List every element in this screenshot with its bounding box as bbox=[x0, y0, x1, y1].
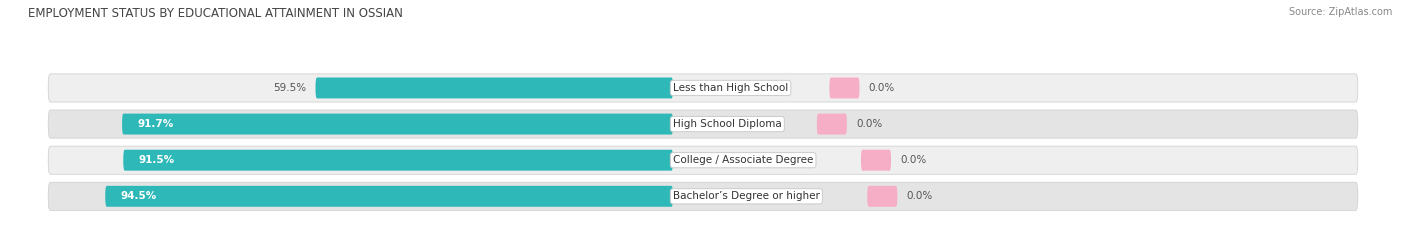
Text: EMPLOYMENT STATUS BY EDUCATIONAL ATTAINMENT IN OSSIAN: EMPLOYMENT STATUS BY EDUCATIONAL ATTAINM… bbox=[28, 7, 404, 20]
FancyBboxPatch shape bbox=[315, 78, 673, 98]
FancyBboxPatch shape bbox=[105, 186, 673, 207]
FancyBboxPatch shape bbox=[48, 182, 1358, 210]
FancyBboxPatch shape bbox=[124, 150, 673, 171]
Text: Less than High School: Less than High School bbox=[673, 83, 789, 93]
Text: Bachelor’s Degree or higher: Bachelor’s Degree or higher bbox=[673, 191, 820, 201]
FancyBboxPatch shape bbox=[868, 186, 897, 207]
Text: 0.0%: 0.0% bbox=[900, 155, 927, 165]
Text: 59.5%: 59.5% bbox=[273, 83, 307, 93]
Text: 94.5%: 94.5% bbox=[121, 191, 156, 201]
FancyBboxPatch shape bbox=[48, 146, 1358, 174]
FancyBboxPatch shape bbox=[860, 150, 891, 171]
Text: 0.0%: 0.0% bbox=[869, 83, 894, 93]
Text: 0.0%: 0.0% bbox=[907, 191, 932, 201]
FancyBboxPatch shape bbox=[817, 114, 846, 134]
FancyBboxPatch shape bbox=[48, 74, 1358, 102]
Text: Source: ZipAtlas.com: Source: ZipAtlas.com bbox=[1288, 7, 1392, 17]
Text: 0.0%: 0.0% bbox=[856, 119, 882, 129]
Text: High School Diploma: High School Diploma bbox=[673, 119, 782, 129]
Text: College / Associate Degree: College / Associate Degree bbox=[673, 155, 813, 165]
FancyBboxPatch shape bbox=[830, 78, 859, 98]
FancyBboxPatch shape bbox=[48, 110, 1358, 138]
Text: 91.7%: 91.7% bbox=[138, 119, 173, 129]
Text: 91.5%: 91.5% bbox=[138, 155, 174, 165]
FancyBboxPatch shape bbox=[122, 114, 673, 134]
